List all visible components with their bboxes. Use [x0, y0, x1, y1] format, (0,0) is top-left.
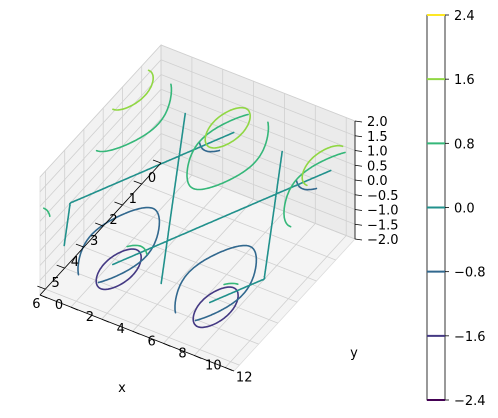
x-tick-label: 4 — [71, 255, 79, 270]
y-tick-mark — [132, 330, 140, 335]
y-tick-mark — [39, 294, 48, 299]
x-tick-label: 3 — [90, 234, 98, 249]
z-tick-label: 0.0 — [367, 174, 388, 189]
y-tick-mark — [225, 367, 233, 371]
grid-line — [101, 186, 223, 320]
contour-level-2 — [77, 141, 318, 322]
x-tick-mark — [152, 159, 162, 164]
y-tick-mark — [194, 355, 202, 359]
grid-line — [122, 204, 317, 282]
grid-line — [39, 74, 162, 207]
x-axis-line — [39, 162, 162, 296]
grid-line — [64, 267, 259, 345]
grid-line — [39, 133, 162, 266]
colorbar-tick-label: −0.8 — [454, 266, 486, 281]
z-tick-mark — [354, 164, 363, 167]
z-tick-mark — [354, 120, 363, 123]
z-tick-label: −0.5 — [367, 189, 399, 204]
x-tick-mark — [56, 264, 65, 269]
y-tick-label: 4 — [117, 322, 125, 337]
grid-line — [39, 44, 162, 178]
grid-line — [45, 288, 240, 366]
z-tick-mark — [354, 150, 363, 152]
z-tick-mark — [354, 238, 363, 241]
x-tick-label: 5 — [52, 276, 60, 291]
y-tick-label: 10 — [205, 358, 222, 373]
grid-line — [103, 225, 298, 303]
y-axis-ticks: 0 2 4 6 8 10 12 — [39, 294, 253, 386]
grid-line — [160, 74, 356, 151]
grid-line — [160, 59, 356, 137]
z-tick-mark — [354, 223, 363, 226]
x-tick-label: 1 — [129, 192, 137, 207]
grid-line — [160, 118, 356, 196]
y-tick-label: 8 — [178, 346, 186, 361]
grid-line — [39, 103, 162, 237]
grid-line — [163, 211, 285, 344]
contour-level-4 — [43, 83, 346, 286]
z-tick-mark — [354, 179, 363, 182]
grid-line — [194, 223, 316, 356]
grid-line — [70, 174, 193, 308]
z-tick-label: −1.5 — [367, 218, 399, 233]
colorbar-tick-label: 1.6 — [454, 73, 475, 88]
y-tick-mark — [70, 306, 79, 311]
z-tick-mark — [354, 209, 363, 211]
z-tick-label: 2.0 — [367, 115, 388, 130]
contour-level-3 — [63, 112, 332, 304]
grid-line — [160, 103, 356, 181]
contour-level-5 — [112, 69, 344, 187]
x-tick-mark — [95, 222, 104, 227]
colorbar-tick-label: −1.6 — [454, 330, 486, 345]
z-tick-mark — [354, 194, 363, 197]
y-axis-label: y — [350, 346, 358, 361]
x-tick-mark — [114, 201, 123, 206]
grid-line — [39, 89, 162, 222]
x-tick-label: 0 — [148, 171, 156, 186]
z-tick-label: −1.0 — [367, 204, 399, 219]
y-tick-label: 2 — [86, 310, 94, 325]
x-tick-mark — [133, 180, 142, 185]
z-tick-label: 1.5 — [367, 130, 388, 145]
x-tick-label: 2 — [109, 213, 117, 228]
y-tick-label: 12 — [236, 371, 253, 386]
contour-level-1 — [95, 248, 239, 329]
grid-line — [160, 147, 356, 225]
z-tick-label: 1.0 — [367, 145, 388, 160]
grid-line — [39, 118, 162, 252]
grid-line — [160, 88, 356, 166]
y-tick-mark — [163, 343, 171, 347]
z-tick-label: −2.0 — [367, 233, 399, 248]
grid-line — [224, 235, 347, 368]
y-tick-label: 0 — [55, 298, 63, 313]
x-tick-mark — [37, 285, 46, 290]
z-tick-mark — [354, 135, 363, 138]
colorbar: −2.4 −1.6 −0.8 0.0 0.8 1.6 2.4 — [426, 9, 486, 409]
y-tick-label: 6 — [147, 334, 155, 349]
x-tick-mark — [75, 243, 85, 248]
grid-line — [160, 133, 356, 210]
colorbar-tick-label: 0.8 — [454, 137, 475, 152]
contour-lines — [43, 69, 346, 329]
x-tick-label: 6 — [32, 297, 40, 312]
colorbar-tick-label: −2.4 — [454, 394, 486, 409]
colorbar-tick-label: 0.0 — [454, 202, 475, 217]
grid-line — [160, 44, 356, 122]
z-axis-ticks: −2.0−1.5−1.0−0.50.00.51.01.52.0 — [354, 115, 399, 248]
x-axis-label: x — [118, 381, 126, 396]
grid-line — [132, 199, 254, 332]
z-tick-label: 0.5 — [367, 159, 388, 174]
axes-grid — [39, 44, 356, 368]
grid-line — [39, 148, 162, 281]
grid-line — [39, 59, 162, 193]
colorbar-tick-label: 2.4 — [454, 9, 475, 24]
y-tick-mark — [101, 318, 109, 323]
